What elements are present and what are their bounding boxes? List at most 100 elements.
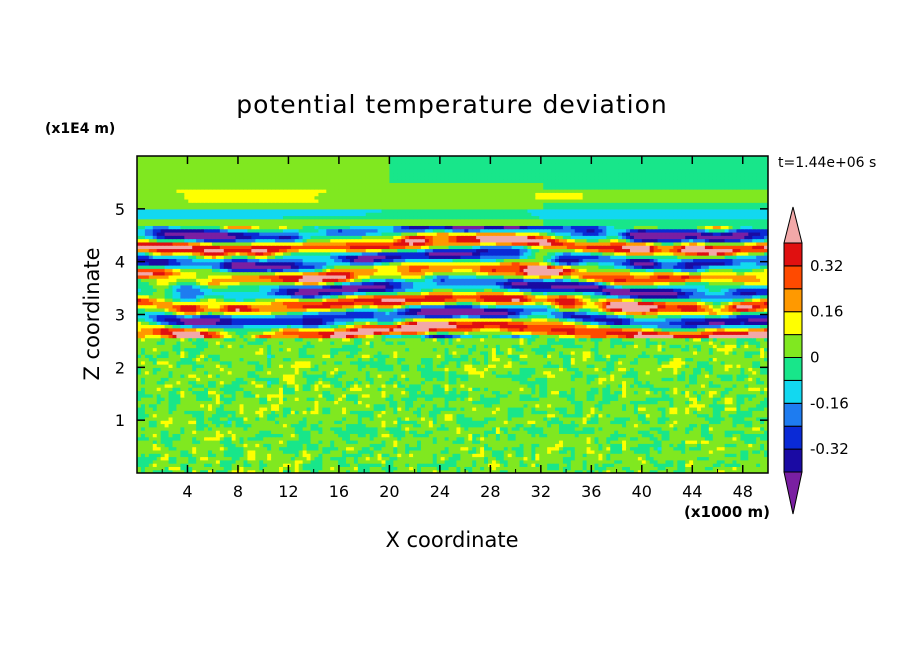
heatmap-cell	[586, 380, 592, 385]
heatmap-cell	[527, 456, 532, 461]
heatmap-cell	[661, 420, 667, 425]
heatmap-cell	[515, 449, 521, 454]
heatmap-cell	[444, 397, 450, 401]
heatmap-cell	[677, 443, 682, 448]
heatmap-cell	[357, 456, 363, 461]
heatmap-cell	[314, 380, 320, 385]
heatmap-cell	[578, 439, 584, 444]
heatmap-cell	[298, 459, 304, 464]
heatmap-cell	[590, 383, 596, 388]
heatmap-cell	[484, 443, 489, 448]
heatmap-cell	[290, 423, 296, 428]
heatmap-cell	[385, 426, 390, 431]
heatmap-cell	[582, 383, 588, 388]
heatmap-cell	[389, 430, 394, 434]
heatmap-cell	[338, 410, 343, 415]
heatmap-cell	[330, 373, 335, 378]
heatmap-cell	[740, 397, 745, 401]
heatmap-cell	[219, 383, 225, 388]
heatmap-cell	[417, 410, 422, 415]
heatmap-cell	[661, 433, 667, 438]
heatmap-cell	[278, 380, 284, 385]
heatmap-cell	[653, 373, 659, 378]
heatmap-cell	[649, 370, 655, 375]
heatmap-cell	[618, 416, 623, 421]
heatmap-cell	[511, 397, 517, 401]
heatmap-cell	[535, 449, 540, 454]
heatmap-cell	[188, 413, 193, 418]
heatmap-cell	[480, 420, 485, 425]
heatmap-cell	[570, 416, 576, 421]
heatmap-cell	[393, 463, 398, 467]
heatmap-cell	[460, 466, 465, 471]
heatmap-cell	[484, 387, 489, 392]
heatmap-cell	[476, 403, 481, 408]
heatmap-cell	[275, 397, 280, 401]
heatmap-cell	[420, 466, 426, 471]
heatmap-cell	[582, 469, 588, 473]
heatmap-cell	[480, 463, 485, 467]
heatmap-cell	[251, 430, 256, 434]
heatmap-cell	[515, 390, 521, 395]
heatmap-cell	[629, 420, 635, 425]
heatmap-cell	[752, 377, 757, 382]
heatmap-cell	[215, 393, 221, 398]
heatmap-cell	[484, 433, 489, 438]
heatmap-cell	[239, 420, 245, 425]
heatmap-cell	[693, 449, 698, 454]
heatmap-cell	[259, 469, 264, 473]
heatmap-cell	[519, 436, 525, 441]
heatmap-cell	[397, 416, 402, 421]
heatmap-cell	[263, 413, 268, 418]
heatmap-cell	[515, 387, 521, 392]
heatmap-cell	[629, 449, 635, 454]
heatmap-cell	[606, 456, 611, 461]
heatmap-cell	[704, 453, 710, 458]
heatmap-cell	[645, 383, 651, 388]
heatmap-cell	[294, 439, 300, 444]
heatmap-cell	[543, 439, 548, 444]
heatmap-cell	[140, 423, 146, 428]
heatmap-cell	[673, 410, 678, 415]
heatmap-cell	[346, 397, 351, 401]
heatmap-cell	[409, 439, 414, 444]
heatmap-cell	[432, 456, 438, 461]
heatmap-cell	[290, 403, 296, 408]
heatmap-cell	[137, 406, 142, 411]
heatmap-cell	[172, 393, 178, 398]
heatmap-cell	[215, 390, 221, 395]
heatmap-cell	[720, 377, 726, 382]
heatmap-cell	[539, 393, 544, 398]
heatmap-cell	[424, 456, 430, 461]
heatmap-cell	[452, 393, 458, 398]
heatmap-cell	[606, 383, 611, 388]
heatmap-cell	[385, 420, 390, 425]
heatmap-cell	[720, 390, 726, 395]
heatmap-cell	[326, 449, 331, 454]
heatmap-cell	[259, 423, 264, 428]
heatmap-cell	[708, 459, 714, 464]
heatmap-cell	[424, 430, 430, 434]
heatmap-cell	[263, 370, 268, 375]
heatmap-cell	[756, 406, 761, 411]
heatmap-cell	[322, 459, 327, 464]
heatmap-cell	[160, 466, 166, 471]
heatmap-cell	[263, 406, 268, 411]
heatmap-cell	[622, 413, 627, 418]
heatmap-cell	[302, 390, 308, 395]
heatmap-cell	[180, 373, 185, 378]
heatmap-cell	[278, 390, 284, 395]
heatmap-cell	[172, 410, 178, 415]
heatmap-cell	[223, 413, 229, 418]
heatmap-cell	[677, 387, 682, 392]
heatmap-cell	[306, 403, 312, 408]
heatmap-cell	[278, 426, 284, 431]
heatmap-cell	[539, 380, 544, 385]
heatmap-cell	[618, 420, 623, 425]
heatmap-cell	[582, 403, 588, 408]
y-units-label: (x1E4 m)	[45, 121, 115, 137]
heatmap-cell	[211, 390, 217, 395]
heatmap-cell	[598, 459, 603, 464]
heatmap-cell	[322, 393, 327, 398]
heatmap-cell	[618, 446, 623, 451]
